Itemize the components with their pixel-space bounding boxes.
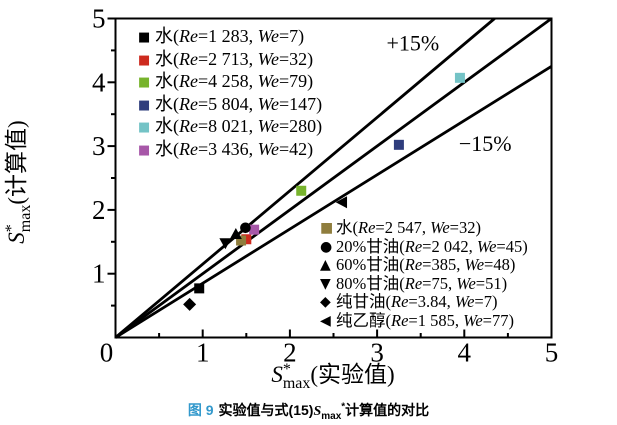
y-axis-label: S*max(计算值) [3,120,34,243]
x-tick-label: 5 [545,338,559,368]
plot-border [114,17,553,339]
circle-marker-icon: ● [320,238,333,255]
legend-item: ■ 水(Re=2 547, We=32) [320,219,528,238]
legend-item-label: 水(Re=2 547, We=32) [336,218,481,237]
data-point-square [236,235,247,246]
x-tick-label: 1 [196,338,210,368]
y-tick-label: 5 [92,4,106,34]
legend-item: ■ 水(Re=2 713, We=32) [138,49,322,72]
legend-item: ■ 水(Re=1 283, We=7) [138,26,322,49]
legend-item: ■ 水(Re=5 804, We=147) [138,94,322,117]
square-marker-icon: ■ [138,75,151,90]
y-tick-label: 4 [92,67,106,97]
caption-subscript: max [321,410,342,422]
square-marker-icon: ■ [138,142,151,158]
legend-item-label: 水(Re=4 258, We=79) [155,71,314,91]
legend-water: ■ 水(Re=1 283, We=7) ■ 水(Re=2 713, We=32) ■ 水(… [138,26,322,161]
legend-item: ■ 水(Re=4 258, We=79) [138,71,322,94]
y-tick-label: 3 [92,131,106,161]
data-point-circle [240,222,251,234]
square-marker-icon: ■ [138,97,151,113]
legend-item-label: 水(Re=5 804, We=147) [155,93,323,114]
legend-item-label: 水(Re=3 436, We=42) [155,138,314,159]
data-point-square [241,234,252,245]
caption-symbol: S [313,404,322,419]
legend-item-label: 纯甘油(Re=3.84, We=7) [336,292,498,311]
chart-canvas: 5 4 3 2 1 5 4 3 2 1 0 −15% +15% S* max(实验值) S*max(计算值… [3,4,559,393]
legend-item-label: 水(Re=2 713, We=32) [155,48,314,69]
reference-line [114,17,553,339]
figure-caption: 图 9 实验值与式(15)Smax*计算值的对比 [0,400,617,422]
square-marker-icon: ■ [138,52,151,68]
figure-number: 图 9 [187,402,214,418]
x-axis-label: S* max(实验值) [271,361,394,392]
x-tick-label: 2 [283,338,297,368]
data-point-triangle-up [229,227,242,239]
x-tick-label: 3 [370,338,384,368]
triangle-down-marker-icon: ▼ [320,275,331,292]
caption-text-post: 计算值的对比 [345,402,430,418]
legend-item-label: 20%甘油(Re=2 042, We=45) [336,236,528,256]
legend-item: ▲ 60%甘油(Re=385, We=48) [320,256,528,275]
reference-line [114,17,496,339]
data-point-square [249,224,260,235]
legend-item-label: 水(Re=1 283, We=7) [155,26,305,46]
legend-item: ◆ 纯甘油(Re=3.84, We=7) [320,293,528,312]
legend-item: ◀ 纯乙醇(Re=1 585, We=77) [320,310,528,331]
data-point-triangle-down [219,238,232,250]
square-marker-icon: ■ [138,30,151,45]
legend-liquids: ■ 水(Re=2 547, We=32) ● 20%甘油(Re=2 042, We=4… [320,219,528,330]
triangle-left-marker-icon: ◀ [320,312,331,329]
data-point-square [296,185,307,196]
square-marker-icon: ■ [320,220,334,236]
y-tick-label: 1 [92,259,106,289]
data-point-square [393,139,404,150]
diamond-marker-icon: ◆ [320,294,331,310]
line-label: +15% [386,31,439,56]
legend-item-label: 80%甘油(Re=75, We=51) [336,273,508,293]
data-point-diamond [183,297,197,311]
legend-item-label: 水(Re=8 021, We=280) [155,116,323,136]
line-label: −15% [459,131,512,156]
caption-superscript: * [341,401,346,413]
x-tick-label: 4 [458,338,472,368]
legend-item: ■ 水(Re=3 436, We=42) [138,139,322,162]
y-tick-label: 2 [92,195,106,225]
caption-text-pre: 实验值与式(15) [218,402,314,418]
square-marker-icon: ■ [138,120,151,135]
data-point-square [454,72,465,83]
data-point-triangle-left [335,196,348,209]
legend-item: ▼ 80%甘油(Re=75, We=51) [320,273,528,294]
legend-item: ● 20%甘油(Re=2 042, We=45) [320,236,528,257]
legend-item-label: 60%甘油(Re=385, We=48) [336,255,516,274]
x-tick-label: 0 [100,338,114,368]
legend-item: ■ 水(Re=8 021, We=280) [138,116,322,139]
legend-item-label: 纯乙醇(Re=1 585, We=77) [336,310,514,330]
data-point-square [194,283,205,294]
triangle-up-marker-icon: ▲ [320,257,331,273]
reference-line [114,65,553,339]
